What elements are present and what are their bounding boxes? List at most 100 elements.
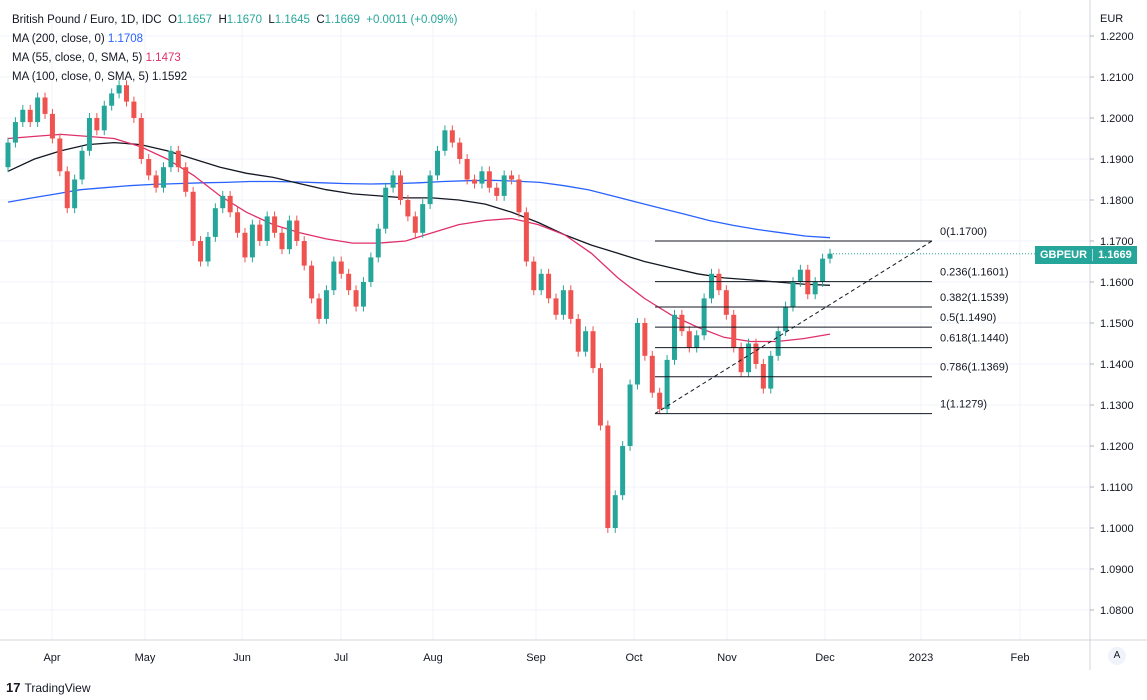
candle-body [101, 105, 107, 131]
candle-body [686, 331, 692, 348]
candle-body [27, 109, 33, 123]
candle-body [797, 269, 803, 282]
time-tick-label: Sep [526, 652, 546, 664]
price-tick-label: 1.1200 [1100, 441, 1134, 453]
price-axis[interactable]: 1.0800 1.0900 1.1000 1.1100 1.1200 1.1300 1.14… [1089, 0, 1134, 670]
candle-body [346, 273, 352, 291]
candle-body [42, 97, 48, 114]
high-label: H [218, 14, 227, 26]
candle-body [116, 85, 122, 94]
candles [5, 80, 833, 533]
candle-body [198, 241, 204, 262]
candle-body [272, 216, 278, 233]
candle-body [783, 306, 789, 332]
candle-body [227, 195, 233, 213]
candle-body [435, 150, 441, 176]
price-tick-label: 1.2000 [1100, 113, 1134, 125]
candle-body [605, 425, 611, 528]
candle-body [679, 314, 685, 332]
candle-body [568, 290, 574, 319]
candle-body [457, 142, 463, 159]
candle-body [35, 97, 41, 123]
candle-body [242, 232, 248, 258]
candle-body [442, 130, 448, 151]
candle-body [538, 273, 544, 291]
candle-body [212, 208, 218, 237]
price-tick-label: 1.1000 [1100, 523, 1134, 535]
close-label: C [316, 14, 325, 26]
candle-body [620, 446, 626, 496]
candle-body [509, 175, 515, 180]
candle-body [138, 118, 144, 159]
candle-body [575, 318, 581, 352]
candle-body [249, 224, 255, 258]
candle-body [94, 118, 100, 131]
brand-name: TradingView [24, 680, 91, 695]
candle-body [420, 204, 426, 233]
candle-body [301, 241, 307, 266]
candle-body [701, 298, 707, 336]
fib-trend-line [654, 240, 933, 415]
candle-body [479, 171, 485, 184]
candle-body [709, 273, 715, 299]
ma200-label: MA (200, close, 0) [12, 33, 105, 45]
auto-scale-button[interactable]: A [1108, 647, 1126, 665]
candle-body [546, 273, 552, 299]
candle-body [486, 171, 492, 188]
ma100-line [7, 141, 831, 286]
time-axis[interactable]: Apr May Jun Jul Aug Sep Oct Nov Dec 2023 Feb [0, 639, 1147, 664]
ma200-row[interactable]: MA (200, close, 0) 1.1708 [12, 30, 457, 49]
high-value: 1.1670 [226, 14, 262, 26]
low-value: 1.1645 [274, 14, 310, 26]
candle-body [553, 298, 559, 315]
candle-body [383, 187, 389, 229]
candle-body [205, 236, 211, 262]
candle-body [597, 368, 603, 426]
candle-body [331, 261, 337, 291]
time-tick-label: Jun [233, 652, 251, 664]
price-tick-label: 1.1800 [1100, 195, 1134, 207]
price-tick-label: 1.0800 [1100, 605, 1134, 617]
tradingview-brand[interactable]: 17 TradingView [6, 680, 91, 695]
candle-body [175, 150, 181, 168]
candle-body [5, 142, 11, 168]
candle-body [190, 191, 196, 241]
candle-body [286, 220, 292, 250]
candle-body [827, 253, 833, 259]
time-tick-label: Apr [43, 652, 60, 664]
candle-body [79, 150, 85, 180]
price-tick-label: 1.1100 [1100, 482, 1133, 494]
currency-label: EUR [1100, 13, 1124, 25]
candle-body [109, 93, 115, 106]
candle-body [397, 175, 403, 200]
candle-body [57, 138, 63, 172]
grid-lines [0, 10, 1090, 640]
candle-body [775, 331, 781, 356]
price-tick-label: 1.1400 [1100, 359, 1134, 371]
candle-body [360, 282, 366, 307]
candle-body [657, 392, 663, 410]
ma100-row[interactable]: MA (100, close, 0, SMA, 5) 1.1592 [12, 68, 457, 87]
close-value: 1.1669 [324, 14, 360, 26]
candle-body [338, 261, 344, 274]
price-tag-value: 1.1669 [1098, 249, 1132, 261]
time-tick-label: Dec [815, 652, 835, 664]
candle-body [820, 258, 826, 282]
candle-body [368, 257, 374, 282]
candle-body [627, 384, 633, 446]
candle-body [49, 113, 55, 139]
fib-level-label: 1(1.1279) [940, 399, 987, 411]
candle-body [694, 335, 700, 348]
time-tick-label: Aug [423, 652, 443, 664]
symbol-line: British Pound / Euro, 1D, IDC [12, 14, 162, 26]
candle-body [294, 220, 300, 241]
time-tick-label: Feb [1011, 652, 1030, 664]
fibonacci-retracement[interactable]: 0(1.1700) 0.236(1.1601) 0.382(1.1539) 0.5(1… [654, 226, 1090, 415]
time-tick-label: May [135, 652, 156, 664]
fib-level-label: 0.236(1.1601) [940, 267, 1009, 279]
ma55-line [7, 133, 831, 343]
ma55-row[interactable]: MA (55, close, 0, SMA, 5) 1.1473 [12, 49, 457, 68]
candle-body [634, 323, 640, 385]
price-tick-label: 1.2200 [1100, 31, 1134, 43]
